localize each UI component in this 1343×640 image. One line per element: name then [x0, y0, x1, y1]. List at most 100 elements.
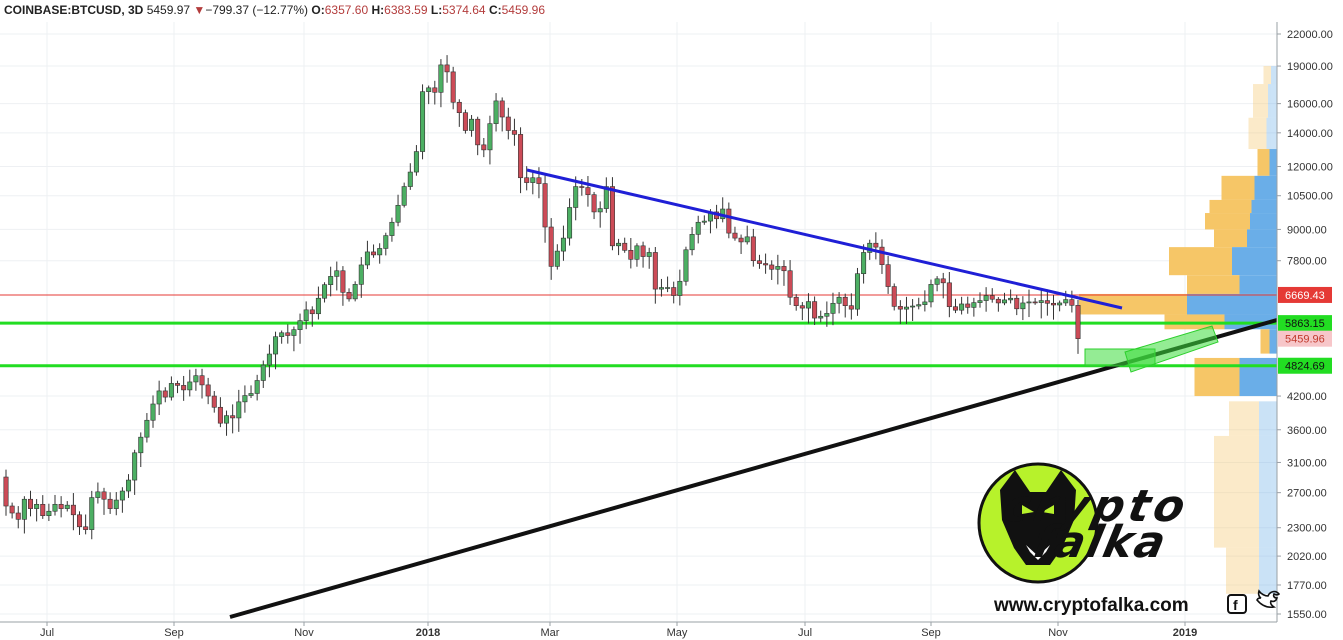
candle[interactable]	[554, 244, 560, 270]
candle[interactable]	[732, 226, 738, 241]
candle[interactable]	[818, 310, 824, 323]
candle[interactable]	[750, 228, 756, 267]
candle[interactable]	[873, 232, 879, 260]
candle[interactable]	[205, 377, 211, 405]
candle[interactable]	[389, 217, 395, 242]
candle[interactable]	[1057, 300, 1063, 312]
candle[interactable]	[273, 331, 279, 370]
zone-channel[interactable]	[1124, 325, 1219, 373]
candle[interactable]	[861, 244, 867, 284]
candle[interactable]	[652, 247, 658, 304]
candle[interactable]	[560, 225, 566, 261]
candle[interactable]	[989, 288, 995, 303]
candle[interactable]	[518, 127, 524, 194]
candle[interactable]	[407, 163, 413, 190]
candle[interactable]	[1038, 289, 1044, 319]
candle[interactable]	[928, 279, 934, 308]
candle[interactable]	[744, 225, 750, 245]
candle[interactable]	[309, 306, 315, 327]
candle[interactable]	[793, 294, 799, 311]
candle[interactable]	[511, 118, 517, 146]
candle[interactable]	[224, 410, 230, 436]
candle[interactable]	[444, 55, 450, 83]
candle[interactable]	[126, 474, 132, 498]
candle[interactable]	[487, 115, 493, 165]
candle[interactable]	[769, 260, 775, 280]
candle[interactable]	[585, 176, 591, 207]
candle[interactable]	[910, 299, 916, 322]
candle[interactable]	[1050, 295, 1056, 320]
candle[interactable]	[848, 293, 854, 320]
candle[interactable]	[181, 375, 187, 401]
candle[interactable]	[903, 296, 909, 324]
candle[interactable]	[475, 116, 481, 156]
candle[interactable]	[438, 59, 444, 108]
candle[interactable]	[885, 255, 891, 294]
candle[interactable]	[934, 276, 940, 292]
candle[interactable]	[230, 404, 236, 434]
candle[interactable]	[95, 482, 101, 504]
candle[interactable]	[695, 215, 701, 244]
candle[interactable]	[156, 380, 162, 416]
candle[interactable]	[548, 218, 554, 280]
candle[interactable]	[297, 313, 303, 344]
candle[interactable]	[46, 503, 52, 522]
candle[interactable]	[1032, 297, 1038, 305]
candle[interactable]	[1075, 299, 1081, 354]
candle[interactable]	[597, 201, 603, 228]
candle[interactable]	[3, 469, 9, 516]
candle[interactable]	[150, 395, 156, 428]
candle[interactable]	[426, 85, 432, 105]
candle[interactable]	[28, 490, 34, 517]
candle[interactable]	[413, 145, 419, 176]
candle[interactable]	[248, 385, 254, 399]
candle[interactable]	[199, 368, 205, 399]
candle[interactable]	[922, 290, 928, 312]
candle[interactable]	[481, 137, 487, 158]
candle[interactable]	[891, 283, 897, 311]
candle[interactable]	[119, 487, 125, 513]
candle[interactable]	[315, 286, 321, 320]
candle[interactable]	[603, 177, 609, 213]
candle[interactable]	[493, 93, 499, 132]
candle[interactable]	[64, 501, 70, 512]
candle[interactable]	[677, 269, 683, 306]
candle[interactable]	[260, 360, 266, 388]
candle[interactable]	[683, 246, 689, 286]
candle[interactable]	[254, 374, 260, 401]
symbol-label[interactable]: COINBASE:BTCUSD, 3D	[4, 3, 144, 17]
candle[interactable]	[591, 191, 597, 220]
candle[interactable]	[113, 492, 119, 516]
candle[interactable]	[175, 380, 181, 394]
candle[interactable]	[420, 84, 426, 160]
candle[interactable]	[1069, 290, 1075, 313]
candle[interactable]	[89, 490, 95, 540]
candle[interactable]	[77, 511, 83, 535]
candle[interactable]	[616, 238, 622, 256]
candle[interactable]	[720, 197, 726, 223]
candle[interactable]	[959, 296, 965, 315]
candle[interactable]	[217, 397, 223, 428]
candle[interactable]	[505, 107, 511, 140]
candle[interactable]	[946, 271, 952, 318]
candle[interactable]	[726, 202, 732, 239]
website-url[interactable]: www.cryptofalka.com	[993, 595, 1189, 616]
candle[interactable]	[101, 487, 107, 515]
candle[interactable]	[1008, 289, 1014, 304]
candle[interactable]	[1044, 289, 1050, 316]
candle[interactable]	[346, 288, 352, 302]
candle[interactable]	[162, 387, 168, 403]
candle[interactable]	[879, 239, 885, 274]
candle[interactable]	[634, 243, 640, 267]
candle[interactable]	[775, 254, 781, 285]
candle[interactable]	[462, 109, 468, 134]
candle[interactable]	[640, 241, 646, 268]
candle[interactable]	[132, 449, 138, 495]
candle[interactable]	[70, 493, 76, 531]
candle[interactable]	[291, 326, 297, 352]
candle[interactable]	[567, 198, 573, 246]
candle[interactable]	[830, 292, 836, 326]
candle[interactable]	[168, 376, 174, 401]
candle[interactable]	[9, 502, 15, 519]
candle[interactable]	[628, 237, 634, 269]
